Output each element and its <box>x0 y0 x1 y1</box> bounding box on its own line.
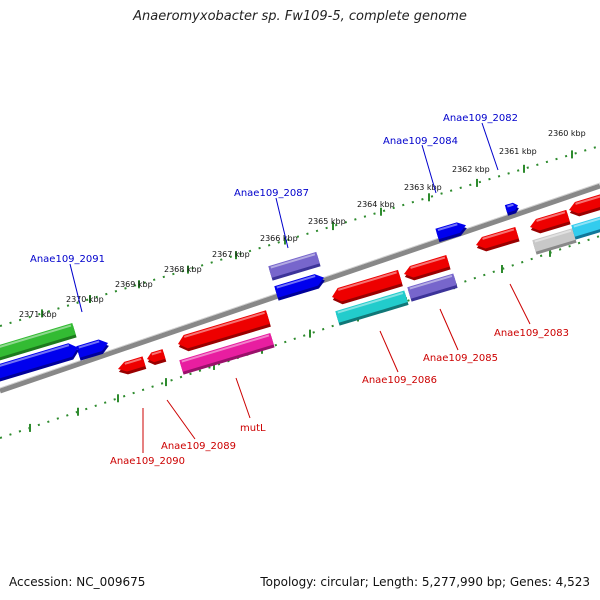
feature-blue-mid-highlight <box>276 275 316 289</box>
feature-cyan-far-highlight <box>573 215 600 228</box>
feature-anae109-2089-body <box>147 349 166 363</box>
genome-summary-text: Topology: circular; Length: 5,277,990 bp… <box>260 575 590 589</box>
feature-cyan-far[interactable] <box>571 214 600 240</box>
gene-label-anae109-2084[interactable]: Anae109_2084 <box>383 136 458 147</box>
tick-label-2368: 2368 kbp <box>164 265 202 274</box>
feature-mutl-highlight <box>183 311 265 338</box>
feature-group <box>0 191 600 384</box>
feature-anae109-2083[interactable] <box>474 226 520 254</box>
feature-anae109-2086-highlight <box>337 271 397 291</box>
feature-blue-left-body <box>0 343 78 381</box>
feature-anae109-2091-green[interactable] <box>0 323 77 363</box>
tick-label-2365: 2365 kbp <box>308 217 346 226</box>
feature-grey[interactable] <box>532 228 577 255</box>
gene-label-mutl[interactable]: mutL <box>240 423 266 434</box>
feature-anae109-2086-cyan-body <box>335 290 408 323</box>
feature-anae109-2087-body <box>268 251 320 278</box>
feature-anae109-2091-green-body <box>0 323 76 360</box>
feature-mutl[interactable] <box>176 310 271 353</box>
feature-anae109-2082-body <box>504 202 519 213</box>
feature-anae109-2085-body <box>407 273 457 299</box>
feature-blue-mid[interactable] <box>274 272 326 301</box>
gene-label-anae109-2083[interactable]: Anae109_2083 <box>494 328 569 339</box>
gene-label-anae109-2087[interactable]: Anae109_2087 <box>234 188 309 199</box>
feature-anae109-2084-body <box>435 222 467 240</box>
leader-anae109-2086 <box>379 330 399 373</box>
feature-anae109-2086-cyan[interactable] <box>335 290 409 326</box>
leader-anae109-2091 <box>69 263 83 313</box>
feature-mutl-pink-body <box>179 332 274 372</box>
feature-anae109-2090-highlight <box>124 357 142 365</box>
feature-blue-mid-body <box>274 274 325 298</box>
feature-anae109-2082[interactable] <box>504 202 520 216</box>
leader-anae109-2085 <box>439 308 459 351</box>
tick-label-2367: 2367 kbp <box>212 250 250 259</box>
tick-label-2369: 2369 kbp <box>115 280 153 289</box>
feature-anae109-2085-highlight <box>409 274 453 290</box>
leader-anae109-2089 <box>166 399 196 440</box>
feature-anae109-2091[interactable] <box>76 337 110 361</box>
feature-anae109-2091-highlight <box>78 340 100 349</box>
tick-label-2362: 2362 kbp <box>452 165 490 174</box>
feature-mutl-pink-highlight <box>181 334 270 363</box>
gene-label-anae109-2090[interactable]: Anae109_2090 <box>110 456 185 467</box>
feature-mutl-pink[interactable] <box>179 332 275 375</box>
feature-mutl-body <box>178 310 271 349</box>
feature-anae109-2085-red-highlight <box>410 256 446 269</box>
tick-label-2361: 2361 kbp <box>499 147 537 156</box>
feature-red-right-body <box>530 209 570 231</box>
feature-anae109-2089[interactable] <box>146 349 167 367</box>
feature-red-right-highlight <box>536 211 566 222</box>
tick-label-2371: 2371 kbp <box>19 310 57 319</box>
feature-anae109-2083-highlight <box>482 228 515 240</box>
leader-anae109-2084 <box>421 144 437 194</box>
feature-red-far-body <box>569 191 600 214</box>
feature-anae109-2086[interactable] <box>330 269 403 307</box>
tick-label-2370: 2370 kbp <box>66 295 104 304</box>
feature-anae109-2090-body <box>118 356 146 372</box>
feature-anae109-2091-body <box>76 339 108 358</box>
feature-anae109-2091-green-highlight <box>0 324 72 351</box>
feature-blue-left[interactable] <box>0 341 81 384</box>
tick-label-2364: 2364 kbp <box>357 200 395 209</box>
feature-cyan-far-body <box>571 214 600 237</box>
feature-grey-highlight <box>534 229 572 243</box>
gene-label-anae109-2089[interactable]: Anae109_2089 <box>161 441 236 452</box>
feature-anae109-2087-highlight <box>270 253 316 269</box>
feature-anae109-2083-body <box>476 226 519 249</box>
leader-anae109-2083 <box>509 283 531 325</box>
feature-anae109-2086-body <box>332 269 403 302</box>
feature-red-far-highlight <box>575 193 600 205</box>
accession-text: Accession: NC_009675 <box>9 575 146 589</box>
feature-anae109-2084-highlight <box>437 223 458 232</box>
feature-anae109-2085[interactable] <box>407 273 458 302</box>
feature-red-right[interactable] <box>528 209 571 236</box>
feature-anae109-2084[interactable] <box>435 220 468 243</box>
gene-label-anae109-2082[interactable]: Anae109_2082 <box>443 113 518 124</box>
tick-label-2366: 2366 kbp <box>260 234 298 243</box>
feature-red-far[interactable] <box>567 191 600 219</box>
leader-anae109-2087 <box>275 197 289 249</box>
leader-mutl <box>235 377 251 419</box>
feature-anae109-2086-cyan-highlight <box>337 292 404 314</box>
feature-anae109-2085-red-body <box>404 255 450 278</box>
feature-anae109-2090[interactable] <box>117 356 147 376</box>
tick-label-2360: 2360 kbp <box>548 129 586 138</box>
feature-blue-left-highlight <box>0 344 70 370</box>
map-title: Anaeromyxobacter sp. Fw109-5, complete g… <box>133 9 467 24</box>
feature-anae109-2085-red[interactable] <box>402 255 451 283</box>
gene-label-anae109-2085[interactable]: Anae109_2085 <box>423 353 498 364</box>
feature-anae109-2089-highlight <box>151 350 162 356</box>
feature-grey-body <box>532 228 576 252</box>
feature-anae109-2082-highlight <box>507 203 514 208</box>
tick-label-2363: 2363 kbp <box>404 183 442 192</box>
gene-label-anae109-2091[interactable]: Anae109_2091 <box>30 254 105 265</box>
leader-anae109-2082 <box>481 122 499 171</box>
feature-anae109-2087[interactable] <box>268 251 321 281</box>
gene-label-anae109-2086[interactable]: Anae109_2086 <box>362 375 437 386</box>
